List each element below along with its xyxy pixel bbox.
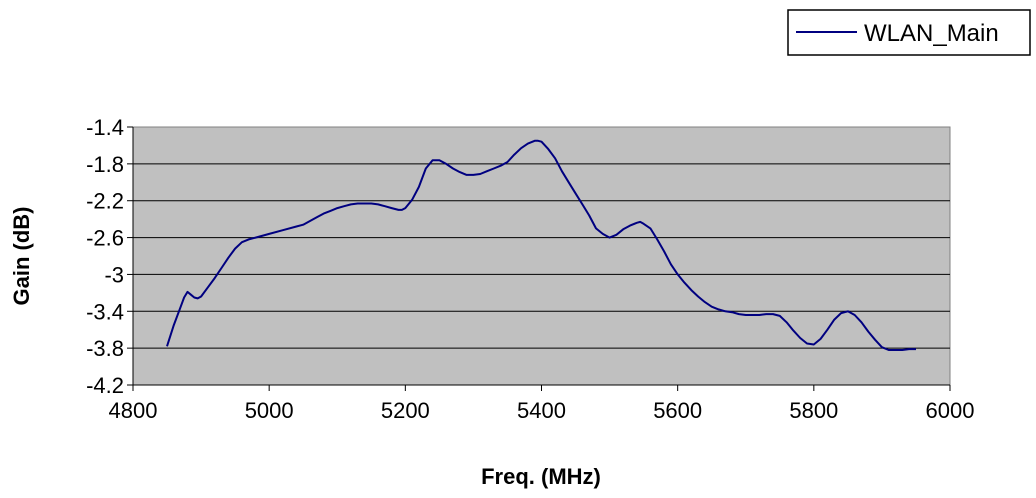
x-tick-label: 4800 [109, 398, 158, 423]
y-tick-label: -2.2 [86, 189, 124, 214]
y-tick-label: -1.8 [86, 152, 124, 177]
legend: WLAN_Main [787, 9, 1031, 56]
x-tick-label: 5000 [245, 398, 294, 423]
x-tick-label: 6000 [926, 398, 975, 423]
plot-area [132, 126, 951, 386]
y-tick-label: -2.6 [86, 226, 124, 251]
x-tick-label: 5800 [789, 398, 838, 423]
y-tick-label: -3.8 [86, 336, 124, 361]
series-group [166, 139, 916, 351]
y-tick-label: -4.2 [86, 373, 124, 398]
legend-label: WLAN_Main [864, 20, 999, 47]
y-tick-label: -1.4 [86, 115, 124, 140]
x-axis-title: Freq. (MHz) [481, 464, 601, 489]
y-tick-label: -3.4 [86, 299, 124, 324]
grid-lines [133, 163, 950, 349]
x-tick-label: 5200 [381, 398, 430, 423]
x-tick-label: 5400 [517, 398, 566, 423]
y-axis-title: Gain (dB) [9, 207, 34, 306]
y-axis: -1.4 -1.8 -2.2 -2.6 -3 -3.4 -3.8 -4.2 [86, 115, 134, 398]
x-axis: 4800 5000 5200 5400 5600 5800 6000 [109, 384, 975, 423]
series-line-wlan-main [166, 139, 916, 351]
x-tick-label: 5600 [653, 398, 702, 423]
y-tick-label: -3 [104, 262, 124, 287]
